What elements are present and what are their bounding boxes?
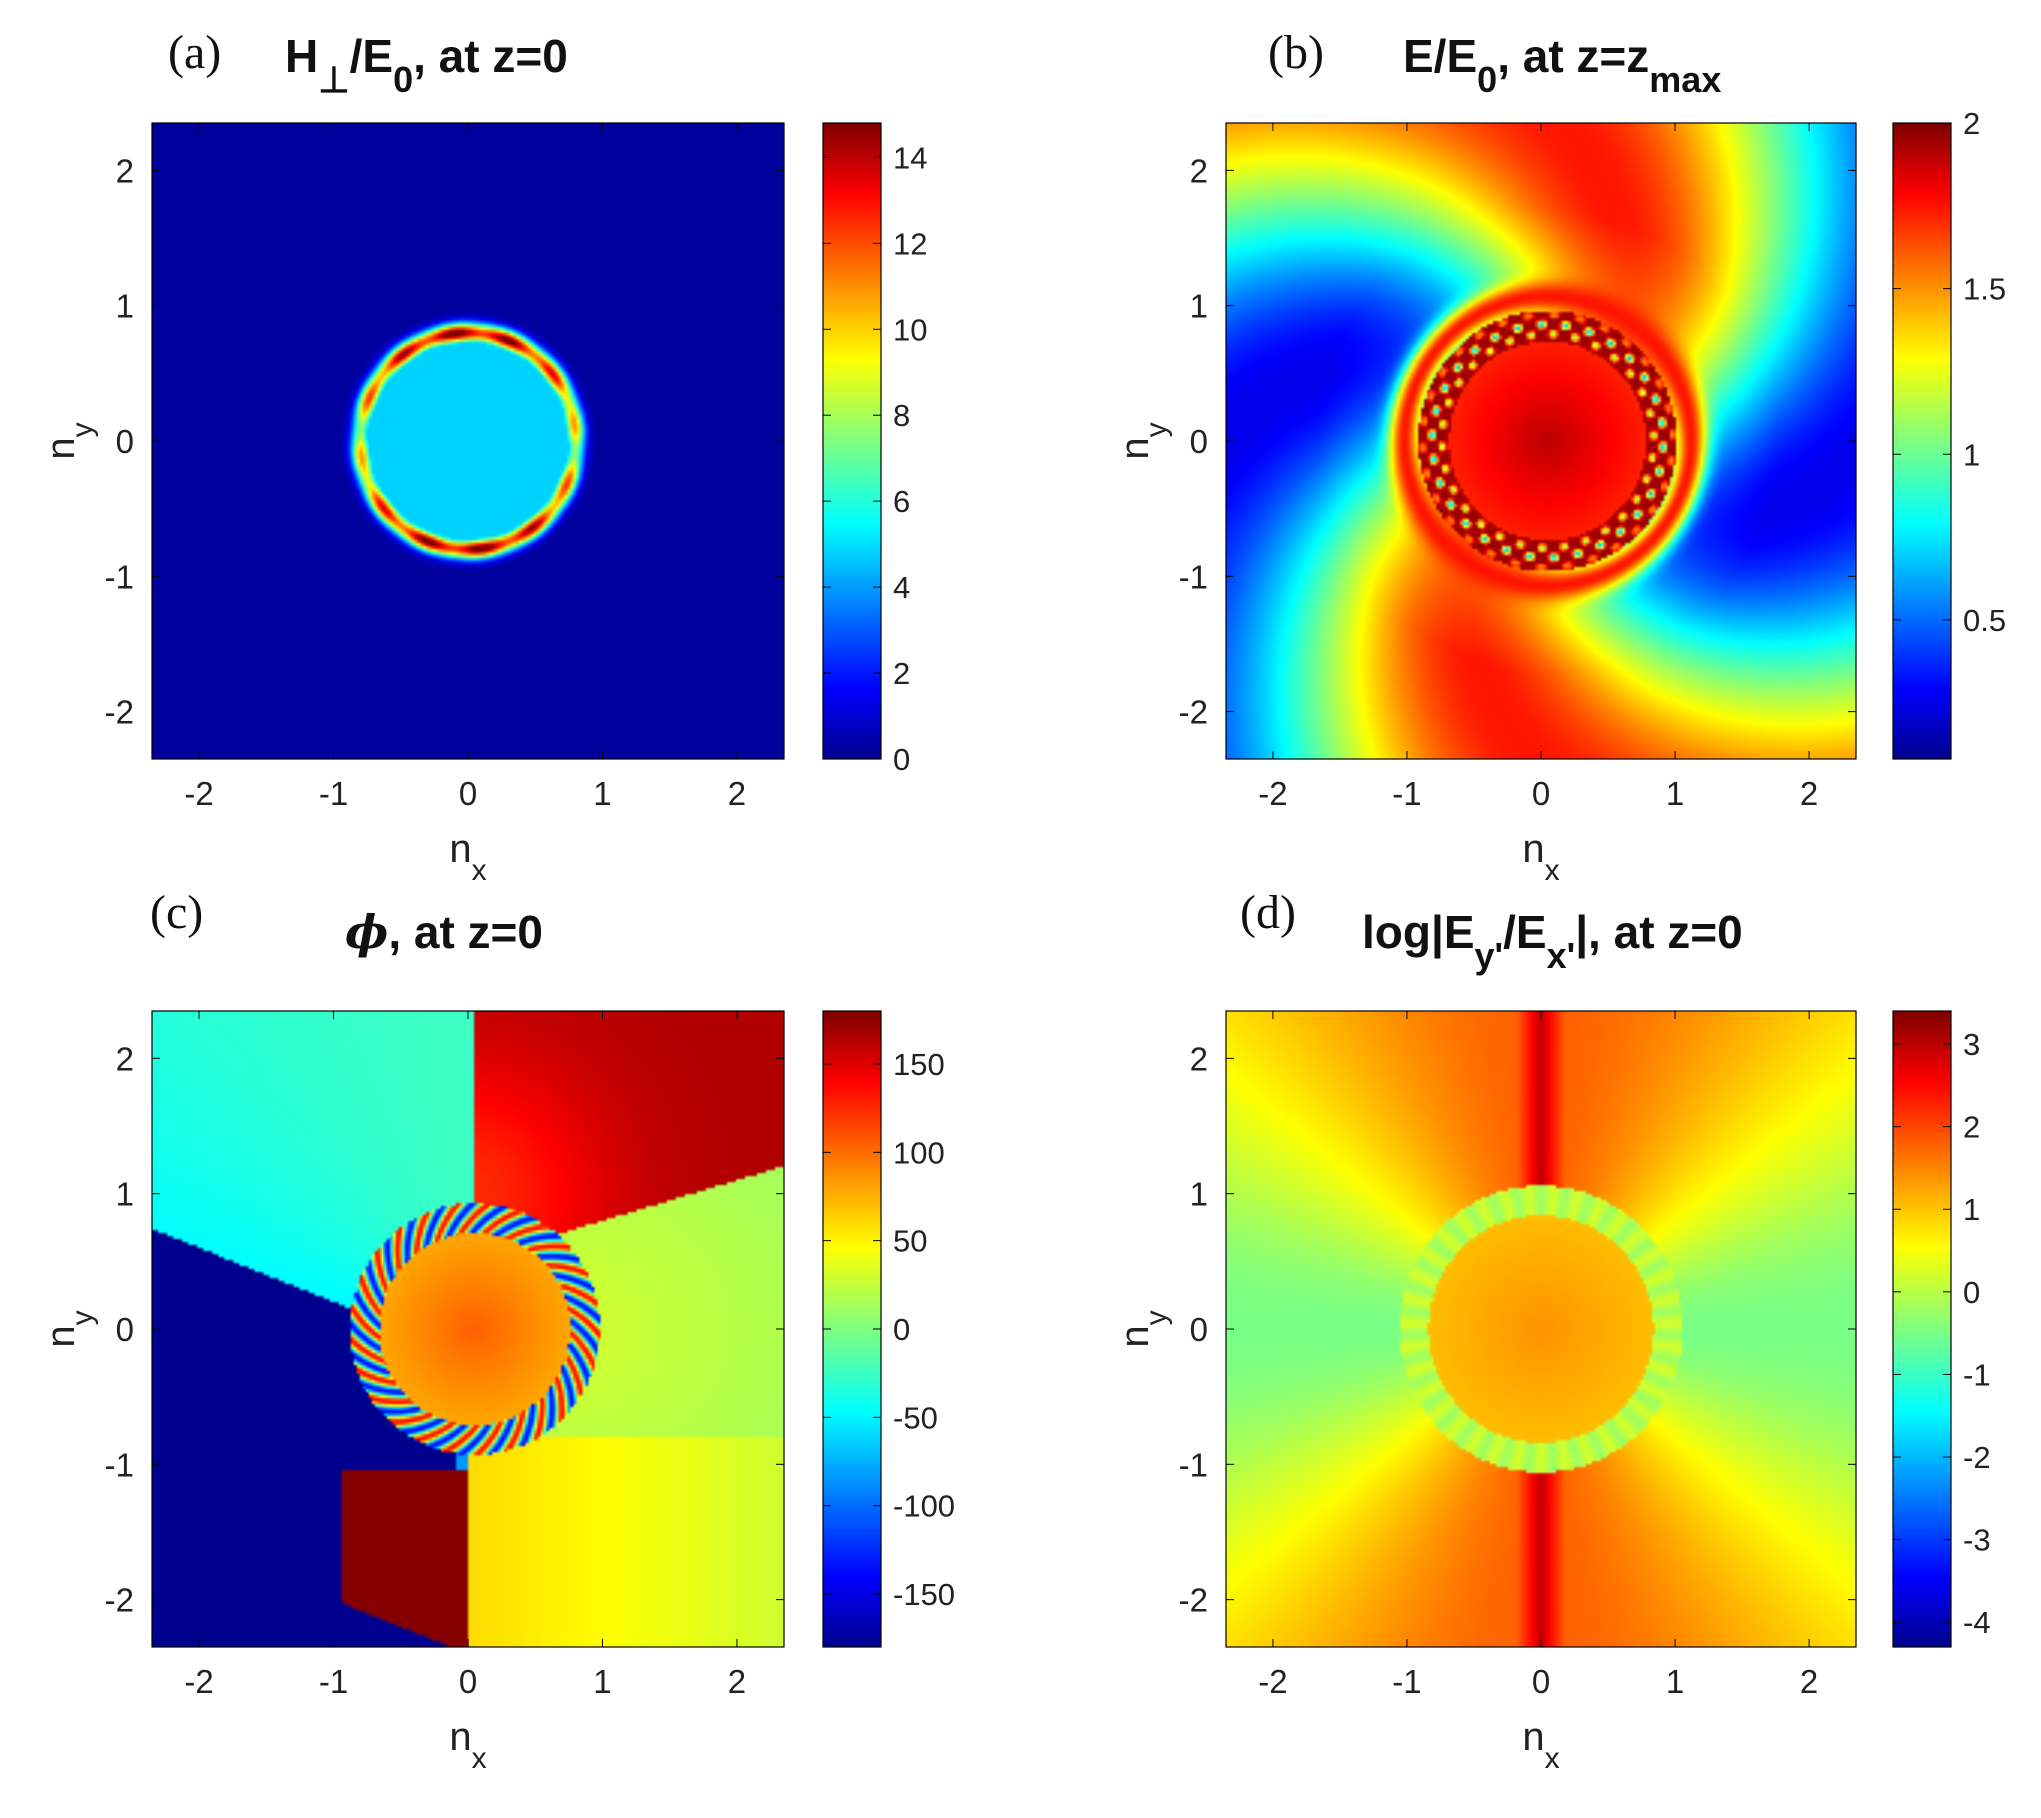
panel-c: -2 -1 0 1 2 -2 -1 0 1 2 nx ny -150 -100 -50 0 50 100 150 (c…: [39, 886, 955, 1775]
y-tick-label: -1: [105, 558, 134, 595]
colorbar-tick-label: 14: [893, 140, 927, 175]
y-tick-label: -2: [1179, 694, 1208, 731]
x-tick-label: 0: [1532, 1663, 1550, 1700]
colorbar-tick-label: 1: [1963, 437, 1980, 472]
y-tick-label: 1: [1190, 288, 1208, 325]
colorbar-tick-label: 2: [893, 656, 910, 691]
colorbar-tick-label: 3: [1963, 1027, 1980, 1062]
x-tick-label: -1: [319, 1663, 348, 1700]
y-tick-label: 2: [1190, 1040, 1208, 1077]
x-tick-label: -2: [1258, 775, 1287, 812]
colorbar-tick-label: 100: [893, 1135, 945, 1170]
colorbar-tick-label: 2: [1963, 1110, 1980, 1145]
x-tick-label: -2: [184, 1663, 213, 1700]
x-tick-label: 2: [1800, 1663, 1818, 1700]
colorbar-tick-label: 10: [893, 312, 927, 347]
y-tick-label: 0: [116, 1311, 134, 1348]
colorbar-tick-label: 0: [893, 742, 910, 777]
y-tick-label: 2: [1190, 152, 1208, 189]
y-tick-label: -1: [1179, 1446, 1208, 1483]
x-tick-label: 2: [1800, 775, 1818, 812]
y-tick-label: -2: [1179, 1582, 1208, 1619]
y-axis-label: ny: [39, 422, 99, 459]
x-tick-label: 2: [728, 775, 746, 812]
colorbar-tick-label: -4: [1963, 1605, 1991, 1640]
colorbar-frame: [1892, 1010, 1952, 1648]
colorbar-tick-label: -1: [1963, 1357, 1991, 1392]
heatmap-image: [152, 1011, 784, 1647]
y-axis-label: ny: [1113, 422, 1173, 459]
colorbar-frame: [1892, 122, 1952, 760]
panel-d: -2 -1 0 1 2 -2 -1 0 1 2 nx ny -4 -3 -2 -1 0 1 2 3 (d) log|Ey'…: [1113, 886, 1991, 1775]
colorbar-tick-label: 6: [893, 484, 910, 519]
colorbar-tick-label: -2: [1963, 1440, 1991, 1475]
x-axis-label: nx: [449, 1715, 486, 1775]
colorbar-tick-label: 8: [893, 398, 910, 433]
x-tick-label: -1: [1392, 1663, 1421, 1700]
x-tick-label: -2: [1258, 1663, 1287, 1700]
colorbar: [1893, 123, 1951, 759]
y-tick-label: 1: [116, 288, 134, 325]
colorbar-frame: [822, 122, 882, 760]
y-tick-label: -1: [105, 1446, 134, 1483]
y-tick-label: -2: [105, 694, 134, 731]
x-tick-label: 0: [459, 1663, 477, 1700]
y-tick-label: 0: [116, 423, 134, 460]
panel-title: E/E0, at z=zmax: [1403, 30, 1721, 100]
panel-title: log|Ey'/Ex'|, at z=0: [1362, 906, 1743, 976]
y-tick-label: 1: [116, 1176, 134, 1213]
y-tick-label: -1: [1179, 558, 1208, 595]
y-axis-label: ny: [39, 1310, 99, 1347]
x-axis-label: nx: [1522, 1715, 1559, 1775]
y-tick-label: 2: [116, 1040, 134, 1077]
colorbar-tick-label: 50: [893, 1224, 927, 1259]
panel-label: (b): [1268, 26, 1324, 79]
colorbar-tick-label: 0: [1963, 1275, 1980, 1310]
colorbar-tick-label: -100: [893, 1489, 955, 1524]
panel-label: (c): [150, 886, 203, 939]
y-axis-label: ny: [1113, 1310, 1173, 1347]
panel-title: H⊥/E0, at z=0: [285, 30, 568, 100]
x-axis-label: nx: [449, 827, 486, 887]
y-tick-label: 0: [1190, 423, 1208, 460]
colorbar-tick-label: 1: [1963, 1192, 1980, 1227]
colorbar-tick-label: -50: [893, 1400, 938, 1435]
x-tick-label: -2: [184, 775, 213, 812]
colorbar-tick-label: 0: [893, 1312, 910, 1347]
colorbar-tick-label: 150: [893, 1047, 945, 1082]
panel-label: (d): [1240, 886, 1296, 939]
x-tick-label: 1: [593, 775, 611, 812]
heatmap-image: [152, 123, 784, 759]
heatmap-image: [1226, 1011, 1856, 1647]
colorbar-tick-label: 2: [1963, 106, 1980, 141]
panel-b: -2 -1 0 1 2 -2 -1 0 1 2 nx ny 0.5 1 1.5 2 (b) E/E0, at z=…: [1113, 26, 2006, 887]
x-tick-label: 0: [459, 775, 477, 812]
x-tick-label: 0: [1532, 775, 1550, 812]
colorbar-tick-label: -150: [893, 1577, 955, 1612]
colorbar-tick-label: 0.5: [1963, 603, 2006, 638]
colorbar: [823, 1011, 881, 1647]
colorbar-tick-label: 1.5: [1963, 272, 2006, 307]
colorbar: [1893, 1011, 1951, 1647]
colorbar-tick-label: 4: [893, 570, 910, 605]
y-tick-label: 2: [116, 152, 134, 189]
colorbar: [823, 123, 881, 759]
x-tick-label: -1: [319, 775, 348, 812]
x-tick-label: 1: [1666, 1663, 1684, 1700]
panel-label: (a): [168, 26, 221, 79]
x-tick-label: 1: [593, 1663, 611, 1700]
heatmap-image: [1226, 123, 1856, 759]
y-tick-label: 1: [1190, 1176, 1208, 1213]
y-tick-label: -2: [105, 1582, 134, 1619]
colorbar-tick-label: -3: [1963, 1523, 1991, 1558]
x-axis-label: nx: [1522, 827, 1559, 887]
colorbar-tick-label: 12: [893, 226, 927, 261]
x-tick-label: 2: [728, 1663, 746, 1700]
x-tick-label: -1: [1392, 775, 1421, 812]
y-tick-label: 0: [1190, 1311, 1208, 1348]
x-tick-label: 1: [1666, 775, 1684, 812]
panel-title: ϕ, at z=0: [345, 905, 543, 959]
